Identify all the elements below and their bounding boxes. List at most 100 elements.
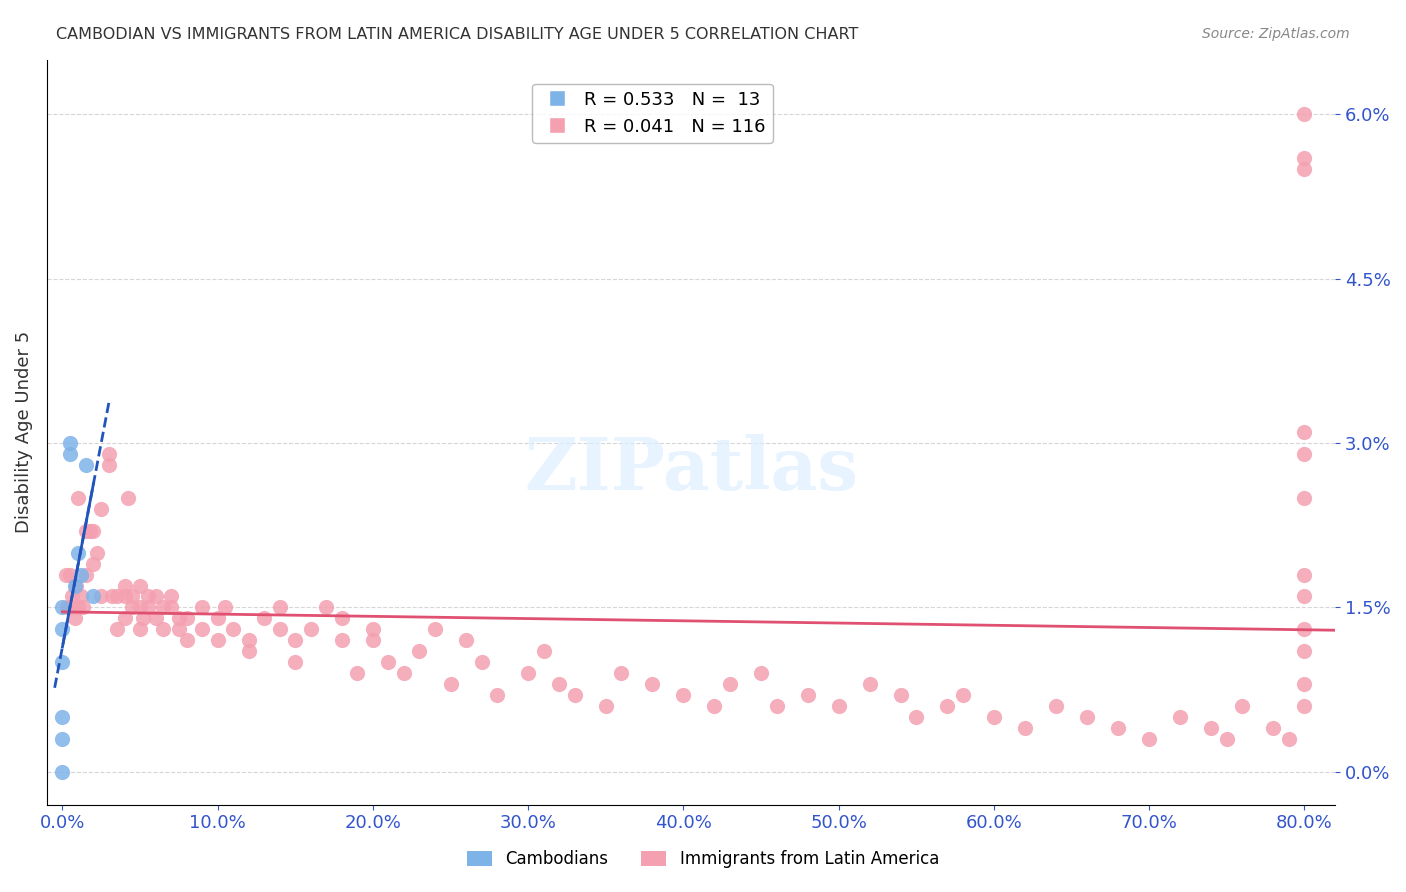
Point bbox=[66, 491, 89, 505]
Point bbox=[269, 600, 291, 615]
Point bbox=[207, 611, 229, 625]
Point bbox=[114, 590, 136, 604]
Point bbox=[70, 567, 93, 582]
Legend: Cambodians, Immigrants from Latin America: Cambodians, Immigrants from Latin Americ… bbox=[460, 844, 946, 875]
Point bbox=[75, 458, 97, 472]
Point bbox=[392, 666, 415, 681]
Point bbox=[75, 524, 97, 538]
Y-axis label: Disability Age Under 5: Disability Age Under 5 bbox=[15, 331, 32, 533]
Point bbox=[51, 764, 73, 779]
Point bbox=[60, 590, 83, 604]
Point bbox=[145, 611, 167, 625]
Point bbox=[114, 611, 136, 625]
Point bbox=[1294, 107, 1316, 121]
Text: CAMBODIAN VS IMMIGRANTS FROM LATIN AMERICA DISABILITY AGE UNDER 5 CORRELATION CH: CAMBODIAN VS IMMIGRANTS FROM LATIN AMERI… bbox=[56, 27, 859, 42]
Point bbox=[361, 633, 384, 648]
Point bbox=[136, 590, 159, 604]
Point bbox=[98, 447, 121, 461]
Point bbox=[1232, 699, 1254, 714]
Point bbox=[59, 567, 82, 582]
Point bbox=[1294, 677, 1316, 691]
Point bbox=[1263, 721, 1285, 735]
Point bbox=[952, 688, 974, 702]
Point bbox=[101, 590, 124, 604]
Point bbox=[51, 623, 73, 637]
Text: ZIPatlas: ZIPatlas bbox=[524, 434, 858, 505]
Point bbox=[1014, 721, 1036, 735]
Point bbox=[70, 590, 93, 604]
Point bbox=[132, 611, 155, 625]
Point bbox=[121, 590, 143, 604]
Point bbox=[136, 600, 159, 615]
Point bbox=[167, 611, 190, 625]
Point bbox=[936, 699, 959, 714]
Point bbox=[129, 623, 152, 637]
Point bbox=[114, 578, 136, 592]
Point bbox=[176, 633, 198, 648]
Point bbox=[1294, 567, 1316, 582]
Point bbox=[59, 600, 82, 615]
Point bbox=[63, 611, 86, 625]
Point bbox=[66, 546, 89, 560]
Point bbox=[517, 666, 540, 681]
Point bbox=[610, 666, 633, 681]
Point bbox=[1294, 699, 1316, 714]
Point bbox=[1215, 731, 1237, 746]
Point bbox=[439, 677, 461, 691]
Point bbox=[65, 578, 87, 592]
Point bbox=[82, 590, 104, 604]
Point bbox=[90, 590, 112, 604]
Point bbox=[1199, 721, 1222, 735]
Point bbox=[238, 644, 260, 658]
Point bbox=[72, 600, 94, 615]
Point bbox=[191, 600, 214, 615]
Point bbox=[59, 447, 82, 461]
Point bbox=[129, 600, 152, 615]
Point bbox=[1294, 590, 1316, 604]
Point bbox=[315, 600, 337, 615]
Point bbox=[238, 633, 260, 648]
Point bbox=[408, 644, 430, 658]
Point bbox=[90, 501, 112, 516]
Point bbox=[207, 633, 229, 648]
Point bbox=[454, 633, 477, 648]
Point bbox=[377, 655, 399, 669]
Point bbox=[176, 611, 198, 625]
Point bbox=[548, 677, 571, 691]
Point bbox=[117, 491, 139, 505]
Point bbox=[346, 666, 368, 681]
Point bbox=[1294, 425, 1316, 439]
Point bbox=[51, 731, 73, 746]
Text: Source: ZipAtlas.com: Source: ZipAtlas.com bbox=[1202, 27, 1350, 41]
Point bbox=[129, 578, 152, 592]
Point bbox=[1168, 710, 1191, 724]
Point bbox=[269, 623, 291, 637]
Point bbox=[1137, 731, 1160, 746]
Point bbox=[160, 600, 183, 615]
Point bbox=[1294, 623, 1316, 637]
Point bbox=[1294, 162, 1316, 177]
Point bbox=[1278, 731, 1301, 746]
Point bbox=[63, 578, 86, 592]
Point bbox=[98, 458, 121, 472]
Point bbox=[214, 600, 236, 615]
Point bbox=[330, 633, 353, 648]
Point bbox=[749, 666, 772, 681]
Point bbox=[284, 633, 307, 648]
Point bbox=[191, 623, 214, 637]
Point bbox=[1076, 710, 1098, 724]
Point bbox=[1107, 721, 1129, 735]
Point bbox=[82, 524, 104, 538]
Point bbox=[160, 590, 183, 604]
Point bbox=[152, 600, 174, 615]
Point bbox=[121, 600, 143, 615]
Point bbox=[1294, 644, 1316, 658]
Point bbox=[718, 677, 741, 691]
Legend: R = 0.533   N =  13, R = 0.041   N = 116: R = 0.533 N = 13, R = 0.041 N = 116 bbox=[531, 84, 773, 143]
Point bbox=[330, 611, 353, 625]
Point bbox=[796, 688, 818, 702]
Point bbox=[672, 688, 695, 702]
Point bbox=[1045, 699, 1067, 714]
Point bbox=[299, 623, 322, 637]
Point bbox=[859, 677, 882, 691]
